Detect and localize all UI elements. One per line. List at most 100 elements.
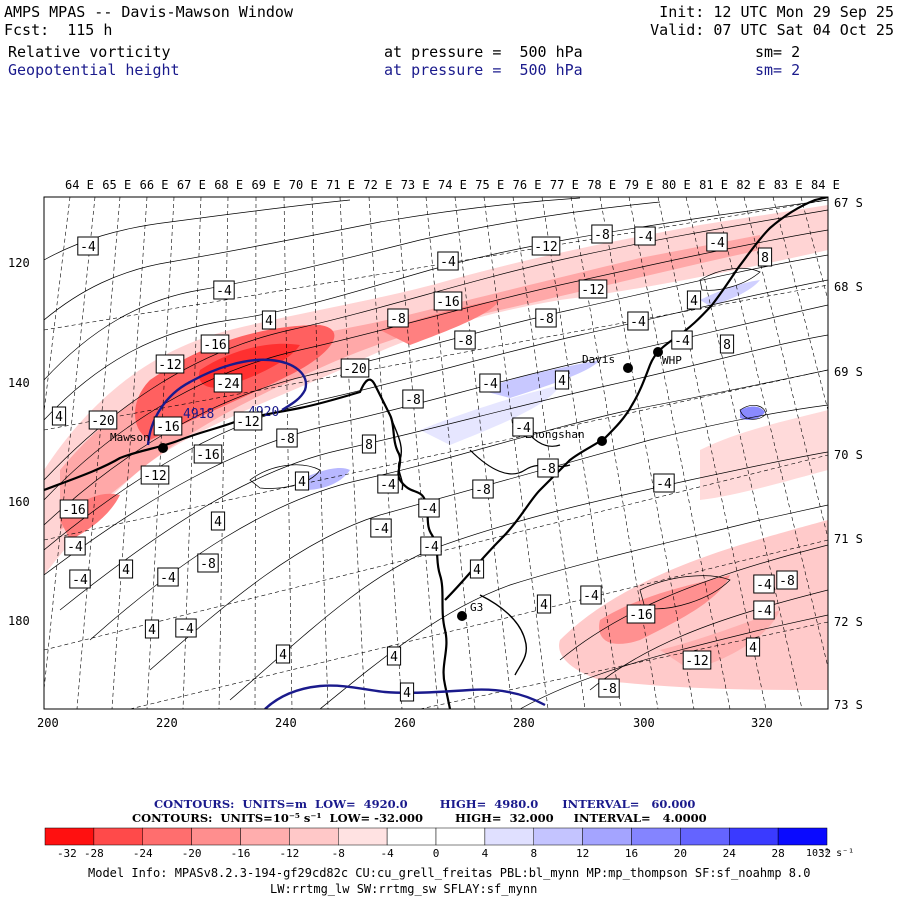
vorticity-labels: -4 -4 -12 -8 -4 -4 8 -12 -16 -4 4 -8 -8 4 -16 -4 -12 -20 -…: [51, 224, 798, 702]
lat-label: 69 S: [834, 365, 863, 379]
vorticity-value-label: -4: [479, 373, 501, 393]
vorticity-value-label: -8: [598, 678, 620, 698]
svg-text:-12: -12: [236, 415, 259, 430]
svg-text:-4: -4: [373, 522, 389, 537]
svg-text:-12: -12: [685, 654, 708, 669]
color-legend: -32 -28 -24 -20 -16 -12 -8 -4 0 4 8 12 16 20 24 28 3210⁻…: [44, 827, 854, 860]
svg-text:4: 4: [298, 475, 306, 490]
vorticity-value-label: 8: [757, 247, 773, 267]
station-label-whp: WHP: [662, 354, 682, 367]
vorticity-value-label: 4: [51, 406, 67, 426]
vorticity-value-label: -12: [578, 279, 608, 299]
vorticity-value-label: 4: [554, 370, 570, 390]
field1-level: at pressure = 500 hPa: [384, 43, 583, 61]
station-label-davis: Davis: [582, 353, 615, 366]
svg-text:-4: -4: [178, 622, 194, 637]
field2-smoothing: sm= 2: [755, 61, 801, 79]
legend-swatch: [191, 827, 241, 846]
vorticity-value-label: -4: [420, 536, 442, 556]
lon-label: 74 E: [438, 178, 467, 192]
legend-tick: 20: [674, 847, 687, 860]
lon-label: 84 E: [811, 178, 840, 192]
svg-text:-8: -8: [779, 574, 795, 589]
svg-text:-4: -4: [656, 477, 672, 492]
svg-text:-16: -16: [196, 448, 219, 463]
left-axis-labels: 120 140 160 180: [8, 256, 30, 628]
legend-unit: 10⁻⁵ s⁻¹: [806, 848, 854, 859]
legend-tick: 0: [433, 847, 440, 860]
height-contour-info: CONTOURS: UNITS=m LOW= 4920.0 HIGH= 4980…: [154, 797, 696, 811]
legend-tick: 16: [625, 847, 638, 860]
svg-text:-4: -4: [756, 604, 772, 619]
lon-label: 72 E: [363, 178, 392, 192]
station-marker-mawson: [158, 443, 168, 453]
svg-text:-4: -4: [160, 571, 176, 586]
vorticity-value-label: -8: [535, 308, 557, 328]
vorticity-value-label: -12: [233, 411, 263, 431]
svg-text:-12: -12: [534, 240, 557, 255]
legend-swatch: [582, 827, 632, 846]
lon-label: 78 E: [587, 178, 616, 192]
svg-text:8: 8: [365, 438, 373, 453]
lon-label: 73 E: [401, 178, 430, 192]
valid-time: Valid: 07 UTC Sat 04 Oct 25: [650, 21, 894, 39]
legend-swatch: [484, 827, 534, 846]
svg-text:-4: -4: [421, 502, 437, 517]
svg-text:-4: -4: [637, 230, 653, 245]
svg-text:8: 8: [761, 251, 769, 266]
svg-text:-4: -4: [630, 315, 646, 330]
vorticity-value-label: -8: [537, 458, 559, 478]
svg-text:4: 4: [148, 623, 156, 638]
legend-swatch: [289, 827, 339, 846]
svg-text:-4: -4: [423, 540, 439, 555]
svg-text:4: 4: [390, 650, 398, 665]
legend-tick: -4: [381, 847, 395, 860]
svg-text:-8: -8: [540, 462, 556, 477]
svg-text:-24: -24: [216, 377, 240, 392]
vorticity-value-label: -16: [626, 604, 656, 624]
legend-tick: -28: [84, 847, 104, 860]
svg-text:-4: -4: [80, 240, 96, 255]
vorticity-value-label: 4: [144, 619, 160, 639]
lat-label: 67 S: [834, 196, 863, 210]
svg-text:-8: -8: [390, 312, 406, 327]
svg-text:4: 4: [55, 410, 63, 425]
svg-text:-8: -8: [200, 557, 216, 572]
ice-shelf-outline: [389, 414, 527, 676]
svg-text:-4: -4: [67, 540, 83, 555]
y-axis-label: 140: [8, 376, 30, 390]
vorticity-value-label: -8: [454, 330, 476, 350]
lon-label: 65 E: [102, 178, 131, 192]
svg-text:-4: -4: [482, 377, 498, 392]
lat-label: 70 S: [834, 448, 863, 462]
lat-label: 68 S: [834, 280, 863, 294]
svg-text:-4: -4: [515, 421, 531, 436]
legend-tick: 28: [772, 847, 785, 860]
station-label-mawson: Mawson: [110, 431, 150, 444]
svg-text:-8: -8: [601, 682, 617, 697]
y-axis-label: 160: [8, 495, 30, 509]
model-info-line1: Model Info: MPASv8.2.3-194-gf29cd82c CU:…: [88, 866, 811, 880]
svg-text:-8: -8: [475, 483, 491, 498]
legend-tick: -12: [279, 847, 299, 860]
svg-text:4: 4: [690, 294, 698, 309]
vorticity-value-label: 4: [469, 559, 485, 579]
vorticity-value-label: -8: [387, 308, 409, 328]
field2-level: at pressure = 500 hPa: [384, 61, 583, 79]
x-axis-label: 280: [513, 716, 535, 730]
vorticity-value-label: -4: [437, 251, 459, 271]
svg-text:-12: -12: [143, 469, 166, 484]
vorticity-value-label: -4: [580, 585, 602, 605]
vorticity-value-label: 4: [386, 646, 402, 666]
vorticity-value-label: -4: [653, 473, 675, 493]
vorticity-value-label: -16: [200, 334, 230, 354]
svg-text:-8: -8: [594, 228, 610, 243]
vorticity-value-label: -8: [472, 479, 494, 499]
legend-swatch: [386, 827, 437, 846]
lon-label: 64 E: [65, 178, 94, 192]
svg-text:4: 4: [122, 563, 130, 578]
vorticity-value-label: -12: [682, 650, 712, 670]
lon-label: 77 E: [550, 178, 579, 192]
legend-swatch: [777, 827, 828, 846]
